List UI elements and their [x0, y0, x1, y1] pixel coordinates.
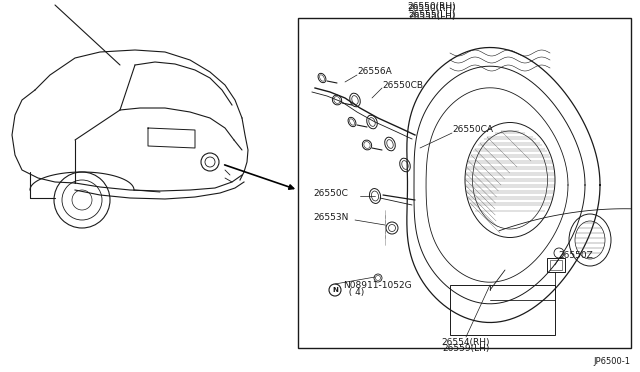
Bar	[550, 260, 562, 270]
Bar	[450, 285, 555, 335]
Text: N08911-1052G: N08911-1052G	[343, 280, 412, 289]
Text: ( 4): ( 4)	[343, 288, 364, 296]
Bar	[547, 258, 565, 272]
Text: 26550(RH): 26550(RH)	[408, 4, 456, 13]
Text: 26550C: 26550C	[313, 189, 348, 198]
Bar	[298, 18, 631, 348]
Text: N: N	[332, 287, 338, 293]
Text: 26550CA: 26550CA	[452, 125, 493, 135]
Text: 26553N: 26553N	[313, 214, 348, 222]
Text: 26550CB: 26550CB	[382, 80, 423, 90]
Text: 26555(LH): 26555(LH)	[408, 12, 456, 20]
Text: 26559(LH): 26559(LH)	[442, 344, 490, 353]
Text: 26550Z: 26550Z	[558, 250, 593, 260]
Text: 26556A: 26556A	[357, 67, 392, 77]
Text: JP6500-1: JP6500-1	[593, 357, 630, 366]
Text: 26550(RH): 26550(RH)	[408, 3, 456, 12]
Text: 26554(RH): 26554(RH)	[442, 337, 490, 346]
Text: 26555(LH): 26555(LH)	[408, 10, 456, 19]
